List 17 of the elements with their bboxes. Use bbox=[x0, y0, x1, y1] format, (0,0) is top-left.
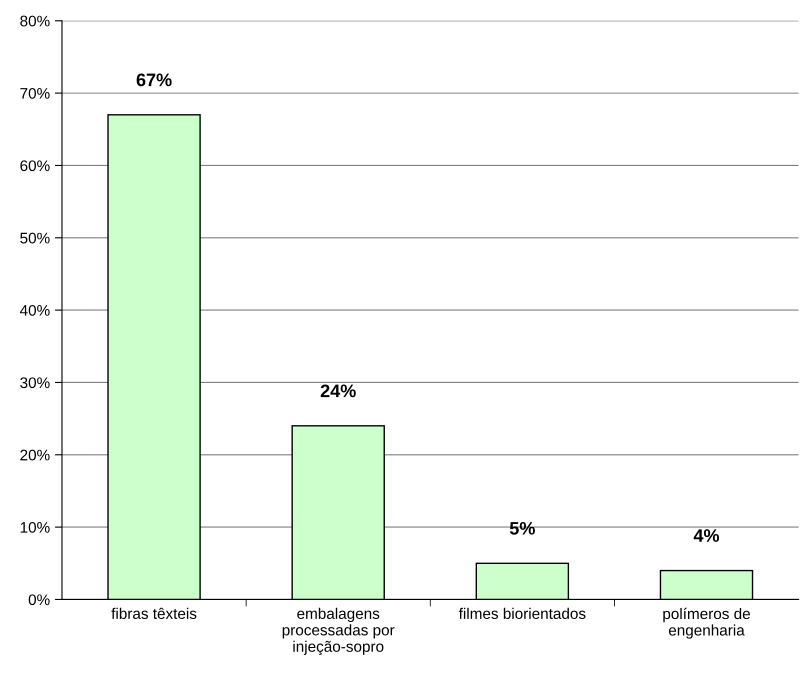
data-label: 24% bbox=[320, 384, 356, 398]
y-tick-label: 70% bbox=[20, 88, 50, 99]
y-tick-label: 20% bbox=[20, 450, 50, 460]
y-tick-label: 40% bbox=[20, 304, 50, 316]
y-tick-label: 10% bbox=[20, 522, 50, 533]
data-label: 67% bbox=[136, 73, 172, 86]
y-tick-label: 0% bbox=[28, 594, 50, 606]
x-tick-label: fibras têxteis bbox=[111, 608, 196, 619]
x-tick-label: filmes biorientados bbox=[458, 608, 586, 619]
y-tick-label: 60% bbox=[20, 160, 50, 172]
data-label: 4% bbox=[694, 529, 720, 542]
data-label: 5% bbox=[510, 522, 535, 535]
y-tick-label: 30% bbox=[20, 377, 50, 388]
x-tick-label: polímeros de engenharia bbox=[663, 608, 750, 639]
y-tick-label: 80% bbox=[20, 16, 50, 26]
y-tick-label: 50% bbox=[20, 232, 50, 244]
x-tick-label: embalagens processadas por injeção-sopro bbox=[282, 608, 394, 655]
